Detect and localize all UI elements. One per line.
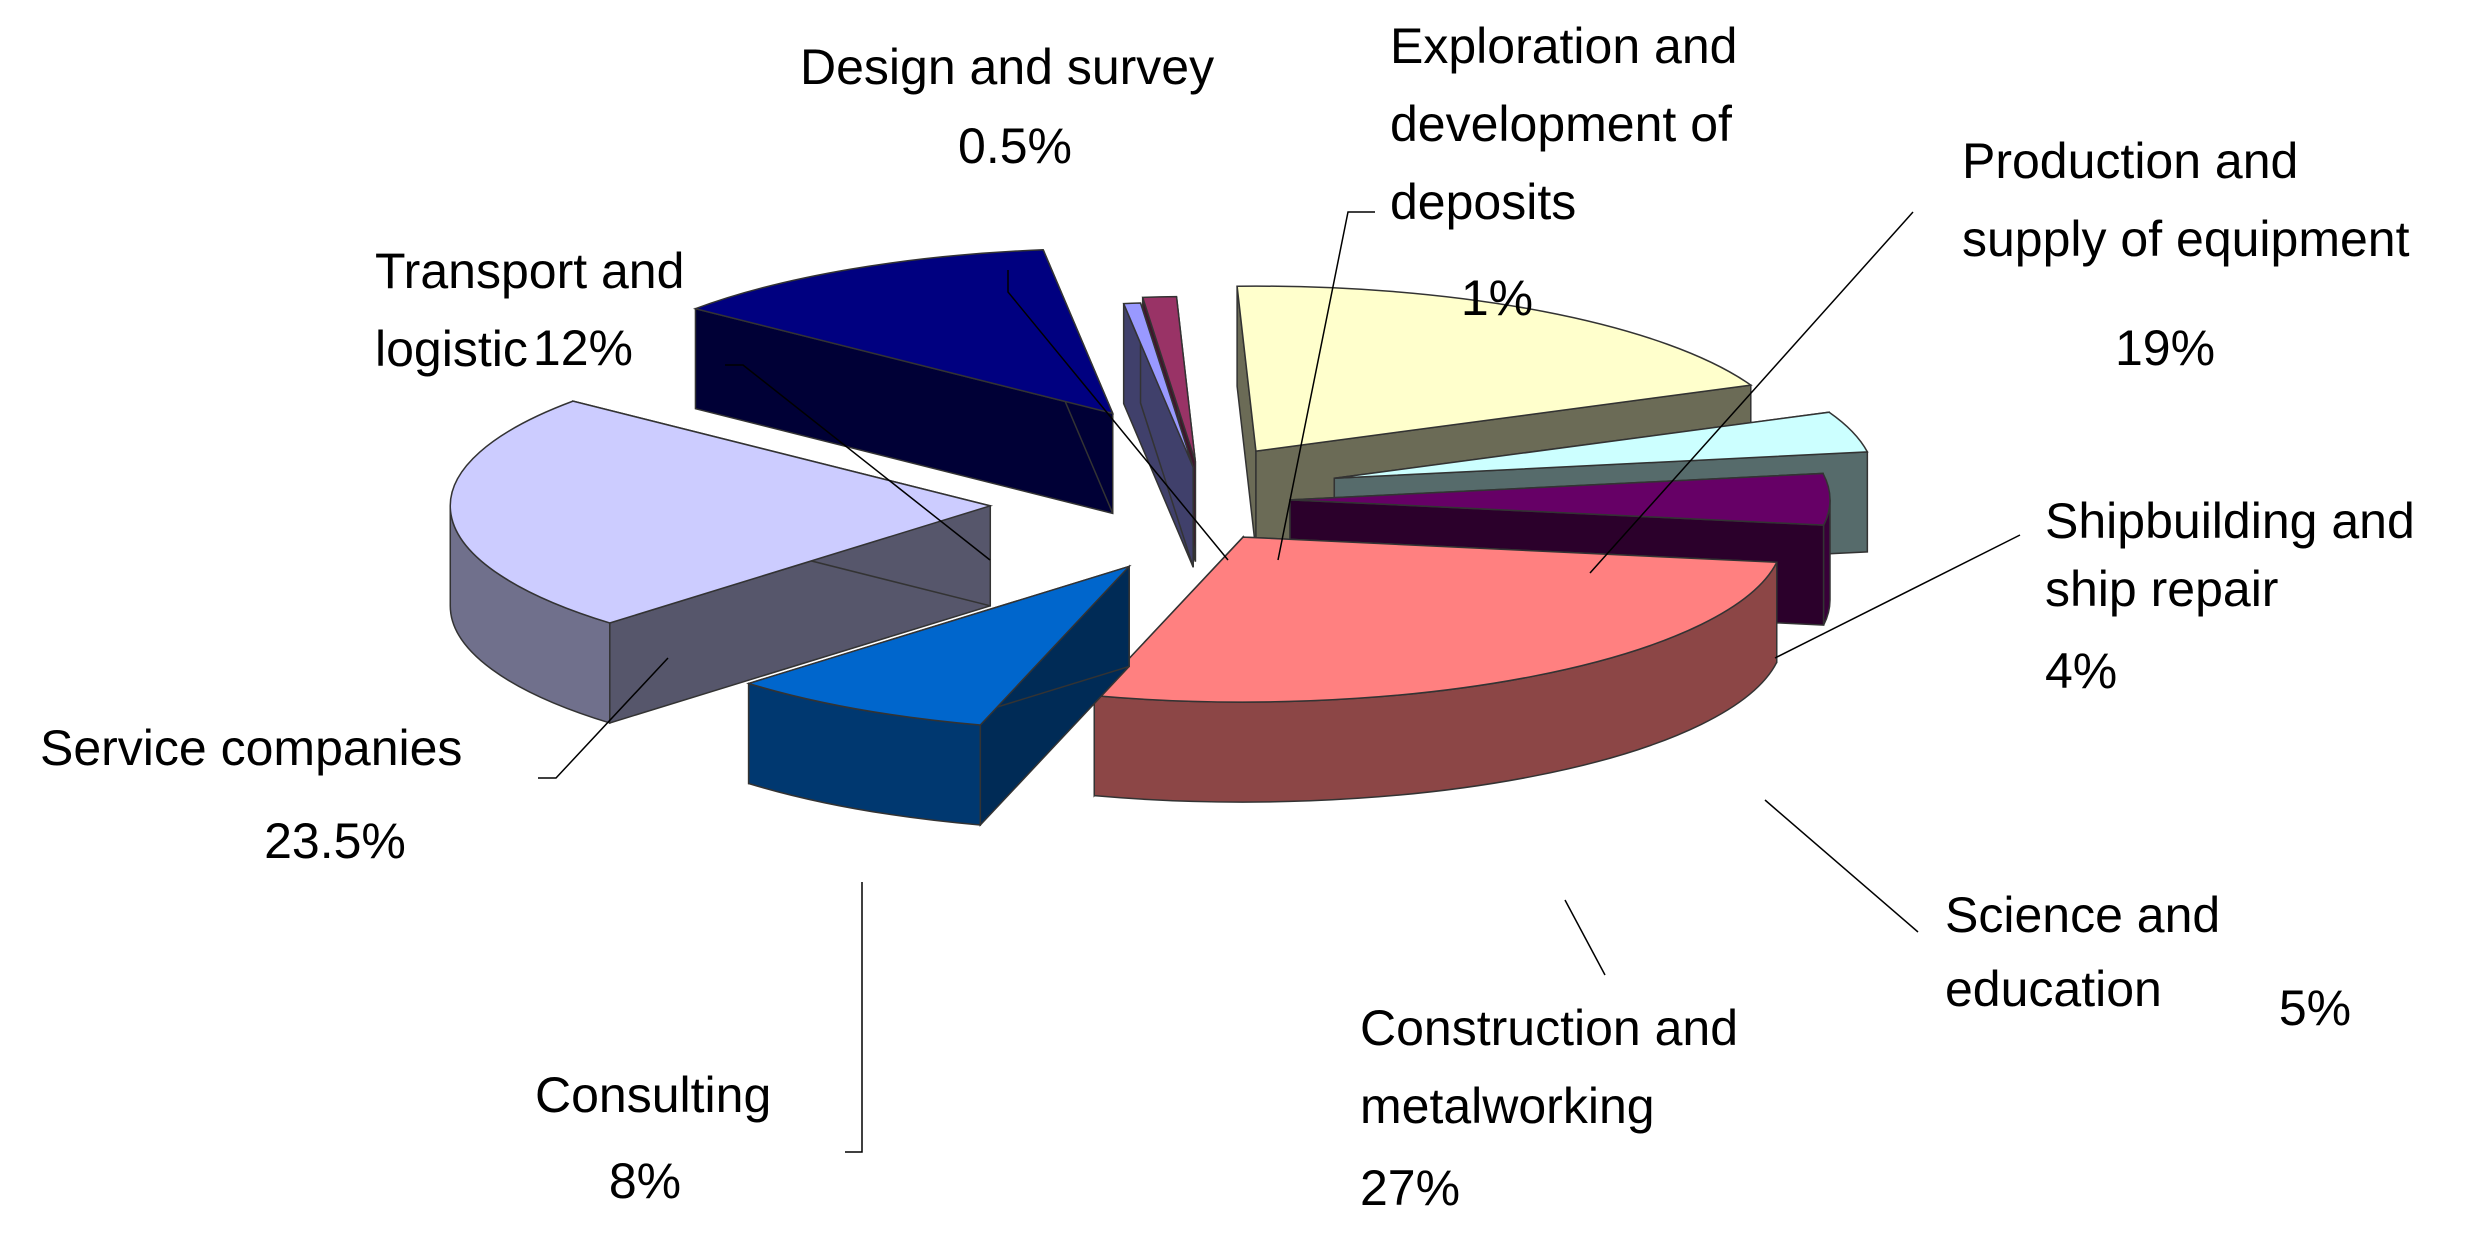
pie-slice [449,400,994,724]
pie-slice-top [1141,295,1197,462]
slice-label-line: education [1945,961,2162,1017]
slice-label-line: logistic [375,321,528,377]
slice-label-line: Production and [1962,133,2298,189]
leader-line [725,364,991,561]
slice-label-line: Transport and [375,243,684,299]
slice-label: Service companies 23.5% [40,720,462,869]
slice-label: Transport and logistic 12% [375,243,684,377]
slice-value-label: 0.5% [958,118,1072,174]
slice-label-line: deposits [1390,174,1576,230]
labels-layer: Production and supply of equipment 19% Ship… [40,18,2415,1216]
slice-label-line: development of [1390,96,1732,152]
leader-line [1774,534,2021,659]
slice-value-label: 23.5% [264,813,406,869]
slice-label: Construction and metalworking 27% [1360,1000,1738,1216]
slice-label-line: Service companies [40,720,462,776]
slice-value-label: 19% [2115,320,2215,376]
pie-slice-top [746,564,1132,726]
slice-label: Design and survey 0.5% [800,39,1214,174]
slice-label: Science and education 5% [1945,887,2351,1036]
pie-slice-top [1289,472,1831,526]
pie-slice [1092,535,1778,803]
slice-label: Exploration and development of deposits 1% [1390,18,1737,326]
slice-label: Production and supply of equipment 19% [1962,133,2410,376]
slice-label-line: ship repair [2045,561,2278,617]
slice-value-label: 4% [2045,643,2117,699]
slice-label-line: Consulting [535,1067,771,1123]
pie-slice-top [1122,302,1194,468]
leader-line [1589,211,1914,574]
leader-line [1277,211,1375,561]
leader-line [1764,799,1919,933]
slice-value-label: 5% [2279,980,2351,1036]
slice-value-label: 1% [1461,270,1533,326]
slice-label-line: Design and survey [800,39,1214,95]
pie-slice-top [1334,411,1869,480]
slice-label-line: Exploration and [1390,18,1737,74]
leader-line [845,882,863,1153]
pie-slice-top [1236,285,1753,452]
pie-slice [746,564,1132,827]
slices-layer [449,249,1869,827]
slice-label-line: Science and [1945,887,2220,943]
leader-line [1007,270,1229,561]
slice-label-line: Construction and [1360,1000,1738,1056]
slice-label-line: supply of equipment [1962,211,2410,267]
pie-slice-top [1092,536,1778,703]
slice-label: Shipbuilding and ship repair 4% [2045,493,2415,699]
slice-value-label: 12% [533,320,633,376]
slice-label: Consulting 8% [535,1067,771,1209]
slice-label-line: Shipbuilding and [2045,493,2415,549]
leader-line [538,657,669,779]
pie-slice-top [449,400,994,624]
leader-lines-layer [538,211,2021,1153]
slice-label-line: metalworking [1360,1078,1655,1134]
slice-value-label: 8% [609,1153,681,1209]
slice-value-label: 27% [1360,1160,1460,1216]
leader-line [1564,899,1606,976]
